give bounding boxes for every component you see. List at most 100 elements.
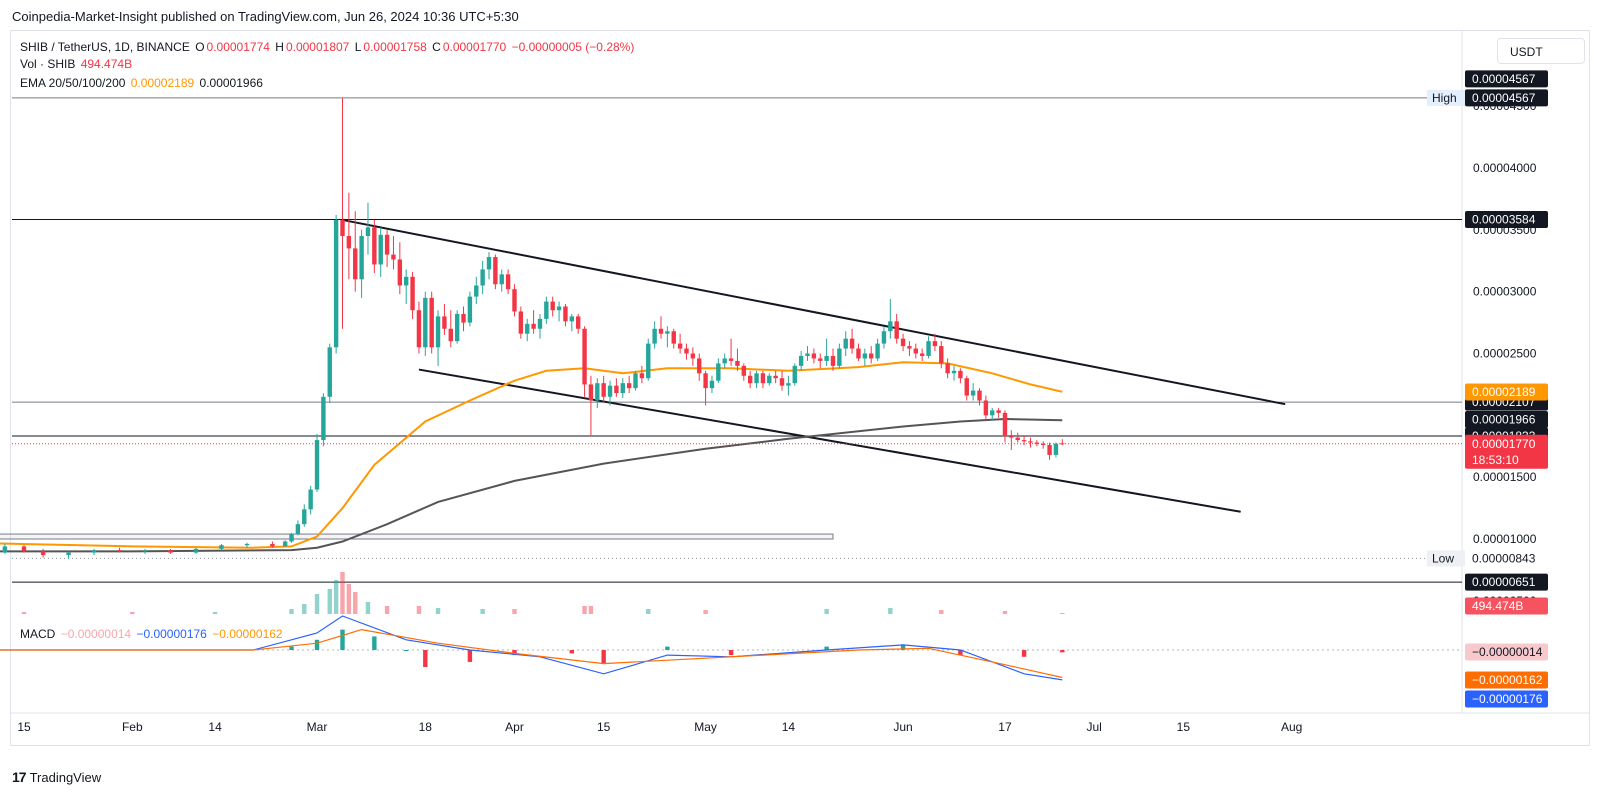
candle-body	[314, 440, 320, 490]
volume-bar	[480, 609, 485, 614]
candle	[467, 291, 473, 327]
extreme-tag-label: Low	[1432, 551, 1454, 565]
macd-header[interactable]: MACD −0.00000014 −0.00000176 −0.00000162	[20, 627, 285, 641]
candle	[779, 370, 785, 391]
candle	[321, 393, 326, 447]
candle-body	[1015, 437, 1020, 441]
candle	[505, 269, 511, 295]
macd-line	[0, 615, 1063, 681]
candle-body	[798, 355, 804, 366]
ema-value-1: 0.00002189	[130, 76, 195, 90]
y-tick-label: 0.00003000	[1473, 285, 1537, 299]
candle-body	[939, 346, 944, 364]
candle	[537, 313, 543, 339]
candle-body	[461, 313, 466, 323]
macd-histogram-bar	[404, 650, 409, 651]
candle	[830, 348, 836, 371]
candle-body	[735, 360, 740, 366]
candle-body	[983, 400, 989, 416]
y-tick-label: 0.00001500	[1473, 470, 1537, 484]
candle-body	[423, 297, 428, 348]
volume-bar	[384, 606, 390, 614]
volume-header[interactable]: Vol · SHIB 494.474B	[20, 57, 134, 71]
candle	[601, 375, 606, 403]
candle	[760, 370, 766, 389]
x-tick-label: May	[694, 720, 717, 734]
volume-label: Vol · SHIB	[20, 57, 76, 71]
candle	[588, 375, 594, 437]
candle-body	[722, 358, 727, 364]
candle-body	[544, 301, 549, 319]
volume-bar	[1002, 611, 1008, 614]
candle-body	[697, 358, 702, 374]
candle-body	[767, 375, 772, 384]
ema-price-tag-bg	[1465, 411, 1548, 429]
candle-body	[684, 348, 689, 354]
volume-bar	[340, 572, 345, 614]
level-tag: 0.00000843	[1472, 551, 1536, 565]
candle	[2, 543, 8, 554]
candle	[333, 214, 339, 354]
candle-body	[894, 321, 899, 339]
candle	[958, 368, 963, 384]
volume-bar	[703, 610, 708, 614]
candle-body	[321, 396, 326, 441]
x-tick-label: Jun	[893, 720, 912, 734]
candle	[607, 380, 613, 406]
candle-body	[384, 234, 390, 255]
volume-bar	[212, 612, 218, 614]
candle-body	[168, 550, 173, 553]
candle	[480, 260, 485, 295]
candle	[926, 336, 931, 359]
candle-body	[665, 331, 670, 334]
candle	[429, 291, 434, 354]
candle-body	[709, 380, 715, 389]
candle	[1009, 430, 1014, 450]
volume-bar	[346, 584, 352, 614]
close-value: 0.00001770	[442, 40, 507, 54]
level-tag-bg	[1465, 549, 1548, 567]
x-tick-label: Jul	[1086, 720, 1101, 734]
candle-body	[646, 343, 651, 379]
volume-bar	[302, 604, 307, 614]
candle-body	[639, 373, 645, 379]
candle	[1053, 442, 1059, 458]
tradingview-logo[interactable]: 17 TradingView	[12, 769, 101, 785]
high-label: H	[275, 40, 284, 54]
candle-body	[601, 383, 606, 397]
candle	[747, 370, 753, 389]
candle	[996, 407, 1001, 418]
candle	[442, 304, 447, 335]
volume-bar	[333, 580, 339, 614]
candle	[620, 378, 625, 399]
candle	[697, 353, 702, 381]
extreme-tag-bg	[1427, 550, 1465, 567]
ema-price-tag: 0.00002189	[1472, 385, 1536, 399]
level-tag-bg	[1465, 89, 1548, 107]
candle	[913, 343, 918, 359]
candle	[811, 348, 817, 364]
x-tick-label: Aug	[1281, 720, 1302, 734]
candle	[244, 542, 250, 548]
ema-label: EMA 20/50/100/200	[20, 76, 126, 90]
candle-body	[716, 363, 721, 381]
symbol-label[interactable]: SHIB / TetherUS, 1D, BINANCE	[20, 40, 190, 54]
candle	[837, 343, 842, 369]
channel-lower-line	[418, 368, 1241, 513]
candle	[378, 227, 383, 277]
ema-header[interactable]: EMA 20/50/100/200 0.00002189 0.00001966	[20, 76, 265, 90]
macd-histogram-bar	[900, 644, 906, 650]
level-tag: 0.00004567	[1472, 91, 1536, 105]
candle-body	[1053, 443, 1059, 455]
candle-body	[378, 234, 383, 265]
candle	[665, 326, 670, 348]
macd-histogram-bar	[314, 639, 320, 650]
candle	[454, 310, 460, 344]
candle	[1041, 441, 1046, 449]
candle	[843, 331, 848, 356]
currency-button[interactable]: USDT	[1497, 38, 1585, 64]
candle-body	[435, 316, 441, 348]
candle	[346, 192, 352, 280]
ema-50-line	[0, 361, 1063, 549]
